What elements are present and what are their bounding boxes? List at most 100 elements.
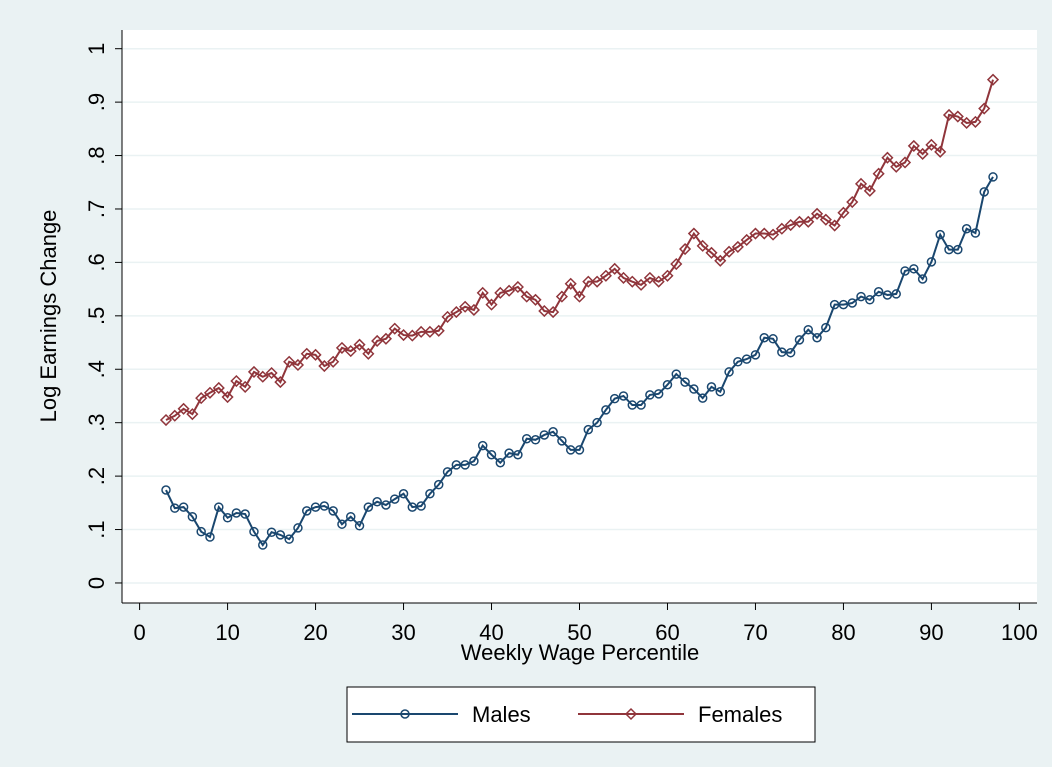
marker (485, 298, 498, 311)
marker (291, 358, 305, 372)
marker (450, 306, 463, 319)
marker (909, 264, 919, 274)
marker (777, 347, 787, 357)
marker (433, 479, 444, 490)
marker (856, 291, 866, 302)
marker (724, 367, 734, 377)
marker (696, 239, 709, 252)
legend-marker (400, 709, 410, 719)
marker (714, 254, 727, 267)
marker (758, 227, 771, 240)
marker (627, 400, 638, 410)
marker (265, 366, 278, 380)
marker (318, 359, 331, 373)
marker (740, 233, 753, 247)
marker (687, 227, 700, 240)
x-tick-label: 0 (133, 620, 145, 645)
marker (398, 488, 409, 499)
marker (872, 167, 885, 180)
y-tick-label: .5 (84, 307, 109, 325)
marker (362, 347, 375, 360)
marker (819, 213, 832, 226)
marker (423, 325, 436, 338)
marker (898, 156, 912, 169)
marker (168, 409, 181, 422)
legend-label: Females (698, 702, 782, 727)
marker (363, 502, 374, 512)
marker (195, 392, 208, 405)
marker (601, 405, 611, 415)
marker (828, 219, 841, 232)
marker (838, 299, 849, 310)
marker (170, 503, 180, 513)
marker (643, 271, 656, 284)
marker (469, 456, 479, 466)
marker (723, 245, 736, 258)
marker (432, 324, 445, 337)
y-tick-label: .1 (84, 520, 109, 538)
marker (203, 386, 217, 399)
x-tick-label: 20 (303, 620, 327, 645)
marker (539, 430, 550, 440)
marker (415, 325, 428, 338)
marker (451, 460, 462, 470)
marker (337, 519, 347, 529)
marker (900, 266, 910, 276)
marker (513, 449, 523, 460)
marker (812, 332, 822, 343)
marker (247, 365, 261, 378)
marker (802, 215, 815, 228)
series-line (165, 79, 994, 421)
marker (960, 116, 973, 130)
marker (863, 184, 876, 197)
x-tick-label: 80 (831, 620, 855, 645)
marker (372, 497, 382, 507)
marker (944, 244, 954, 255)
marker (476, 286, 489, 299)
marker (397, 329, 410, 342)
marker (609, 393, 620, 404)
marker (583, 424, 594, 435)
marker (803, 324, 813, 335)
marker (715, 386, 726, 397)
marker (731, 240, 744, 253)
marker (961, 223, 972, 234)
marker (335, 341, 349, 354)
marker (547, 306, 560, 319)
marker (425, 488, 435, 499)
marker (239, 380, 252, 393)
marker (274, 376, 287, 389)
y-tick-label: 1 (84, 43, 109, 55)
marker (810, 207, 824, 220)
marker (626, 275, 639, 288)
marker (652, 275, 665, 288)
marker (873, 287, 884, 297)
marker (759, 332, 770, 343)
marker (635, 278, 648, 291)
marker (354, 521, 365, 531)
marker (890, 160, 903, 173)
marker (196, 526, 206, 537)
marker (388, 322, 401, 335)
marker (680, 377, 690, 387)
marker (882, 290, 893, 300)
marker (865, 295, 875, 305)
marker (689, 384, 699, 394)
marker (186, 408, 199, 421)
marker (221, 390, 234, 404)
marker (249, 526, 259, 537)
marker (775, 222, 788, 235)
marker (346, 511, 356, 522)
marker (521, 433, 532, 444)
marker (187, 511, 198, 522)
marker (934, 145, 947, 158)
marker (917, 274, 928, 284)
marker (564, 277, 577, 290)
marker (327, 355, 340, 368)
marker (565, 445, 576, 455)
marker (275, 530, 286, 540)
marker (979, 187, 989, 197)
marker (389, 494, 400, 504)
marker (670, 257, 683, 271)
